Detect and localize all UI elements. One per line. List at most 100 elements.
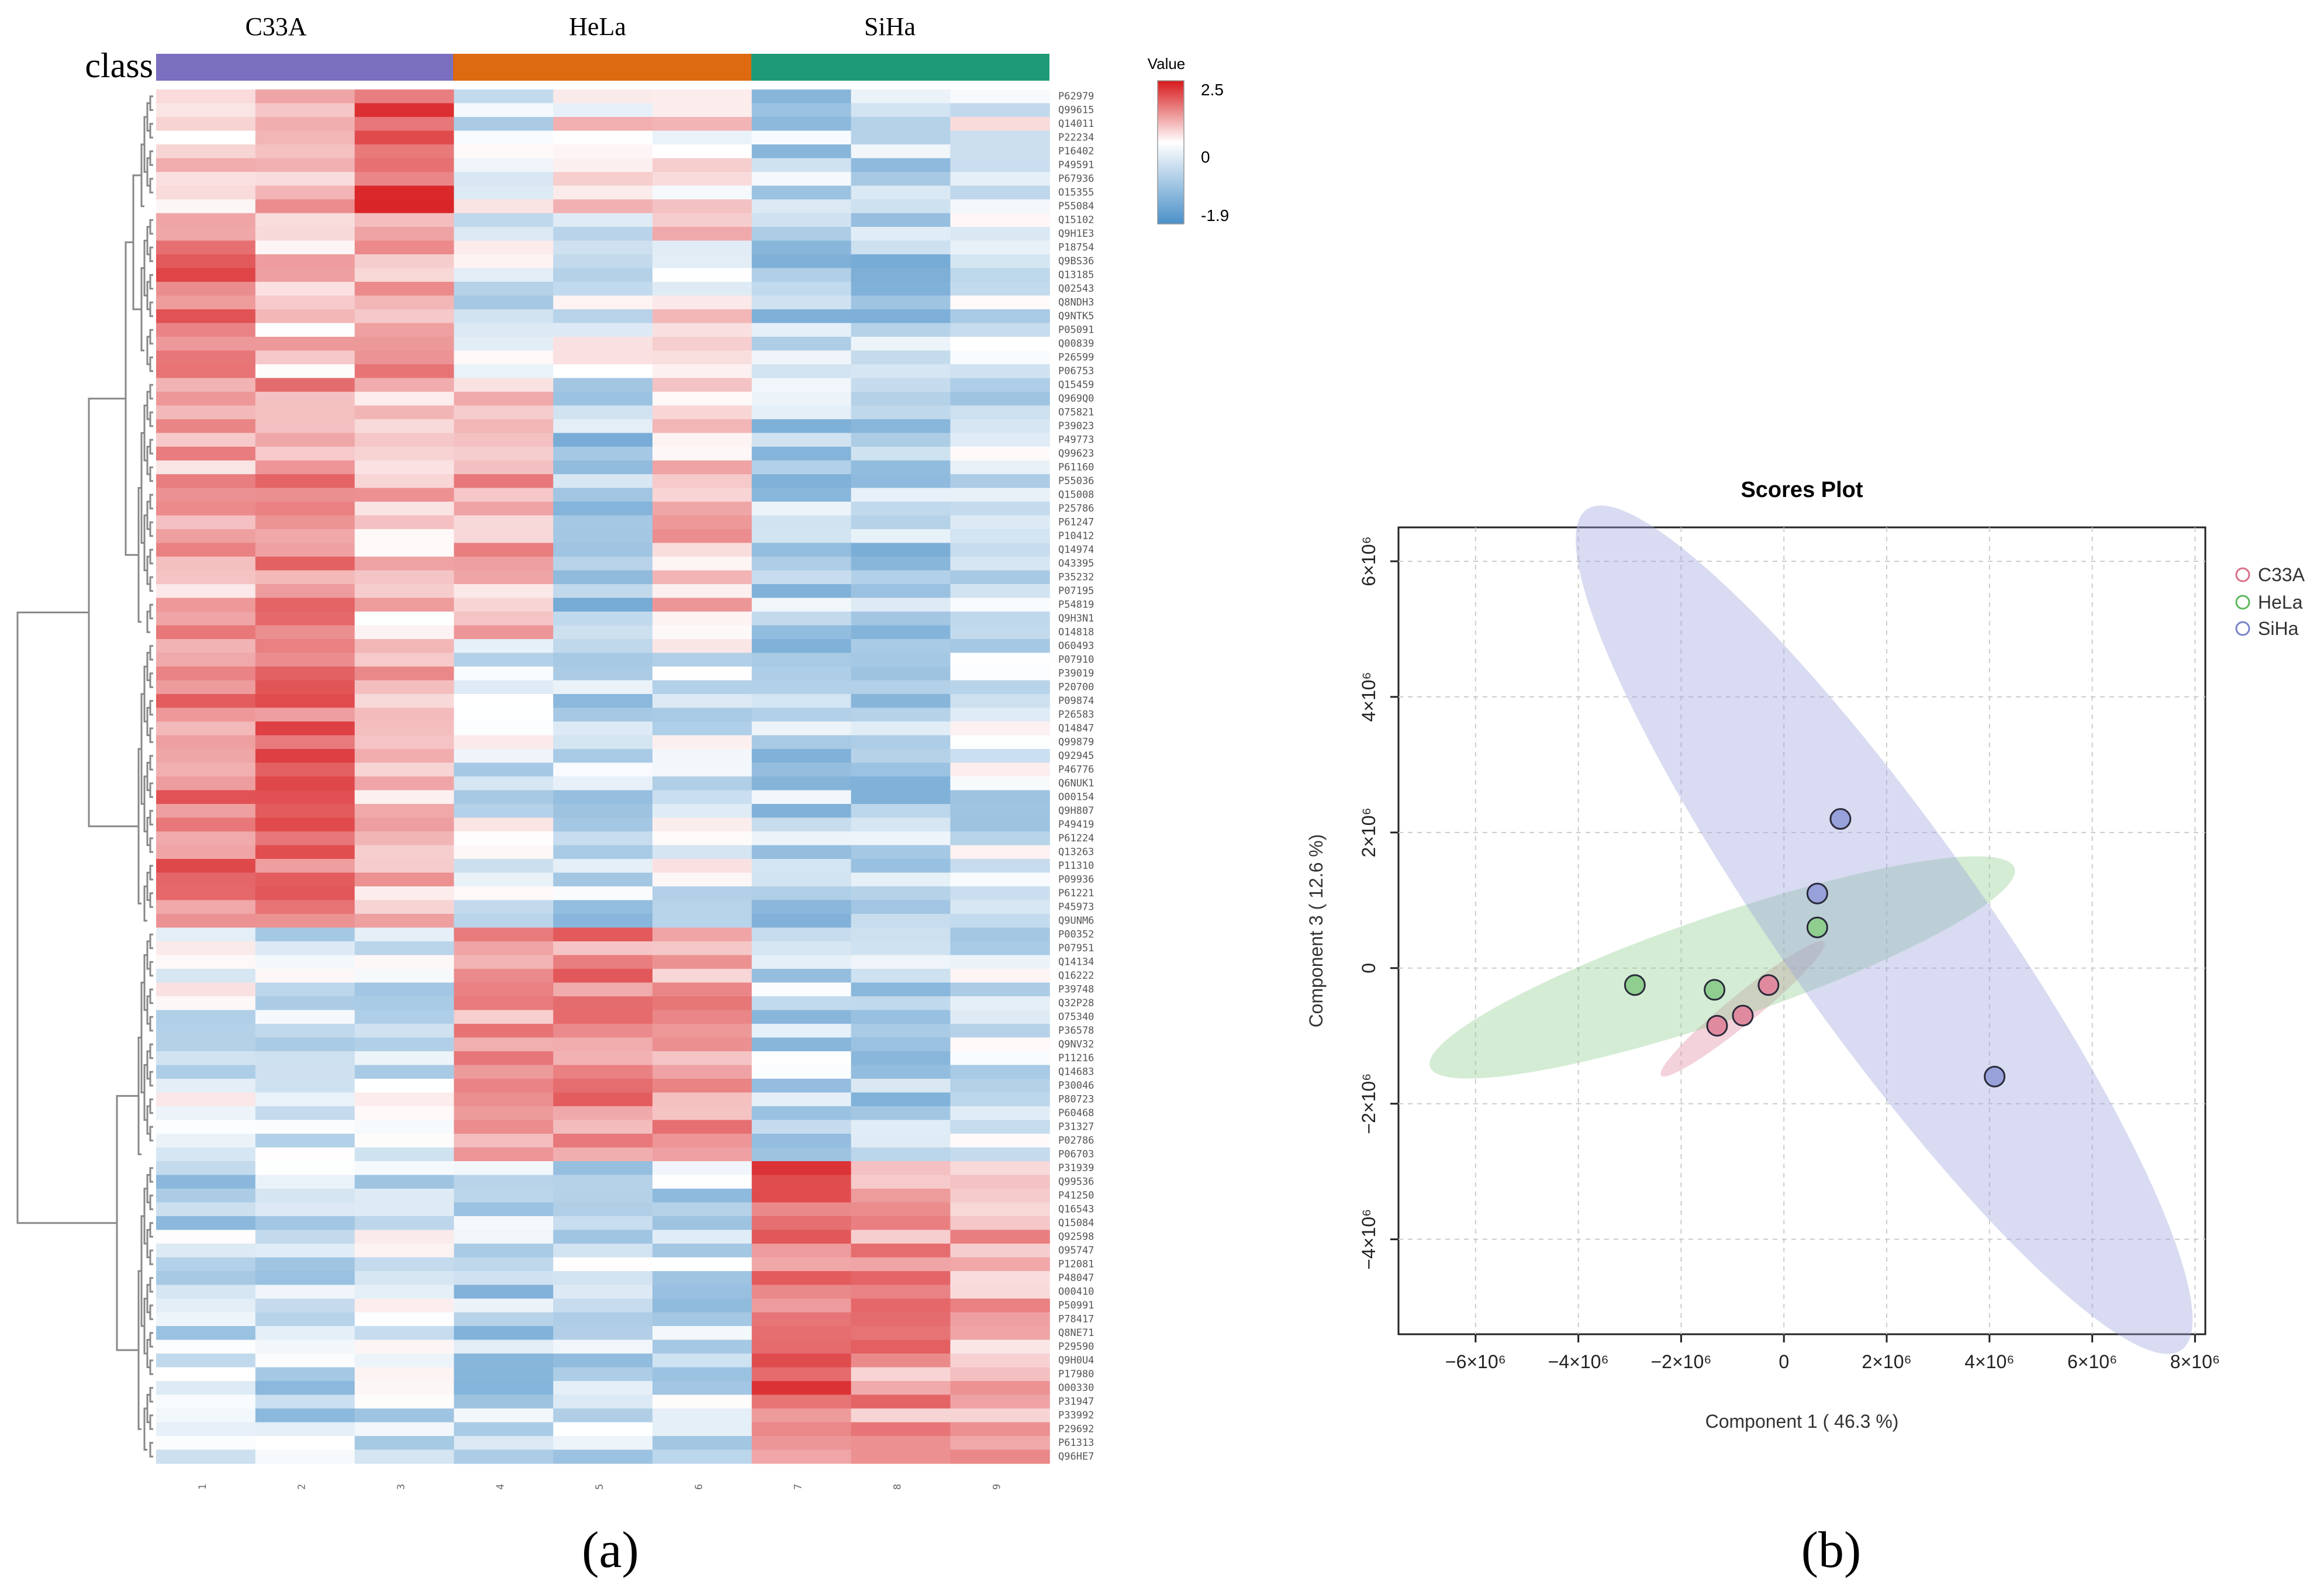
heatmap-cell (454, 762, 554, 777)
y-tick-label: 4×10⁶ (1358, 672, 1379, 721)
heatmap-cell (950, 1285, 1050, 1299)
heatmap-cell (354, 295, 454, 310)
heatmap-cell (156, 639, 256, 654)
row-label: Q969Q0 (1058, 393, 1094, 405)
heatmap-cell (354, 1189, 454, 1203)
row-label: P67936 (1058, 173, 1094, 185)
heatmap-cell (255, 914, 355, 928)
heatmap-cell (751, 1422, 852, 1437)
heatmap-cell (255, 667, 355, 681)
heatmap-cell (553, 240, 653, 255)
heatmap-cell (950, 735, 1050, 750)
heatmap-cell (652, 240, 752, 255)
heatmap-cell (851, 130, 951, 145)
heatmap-cell (652, 254, 752, 269)
heatmap-cell (553, 1230, 653, 1244)
heatmap-cell (354, 474, 454, 489)
heatmap-cell (851, 1367, 951, 1382)
dendrogram-branch (149, 1332, 153, 1348)
column-label: 6 (693, 1484, 705, 1490)
heatmap-cell (751, 872, 852, 887)
heatmap-cell (354, 1202, 454, 1217)
heatmap-cell (255, 1216, 355, 1231)
heatmap-cell (851, 1065, 951, 1079)
heatmap-cell (751, 1147, 852, 1162)
heatmap-cell (156, 831, 256, 846)
heatmap-cell (851, 1271, 951, 1286)
heatmap-cell (553, 1299, 653, 1313)
heatmap-cell (156, 982, 256, 997)
heatmap-cell (255, 817, 355, 832)
heatmap-cell (950, 1037, 1050, 1052)
heatmap-cell (950, 240, 1050, 255)
heatmap-cell (255, 790, 355, 805)
heatmap-cell (950, 130, 1050, 145)
heatmap-cell (851, 1381, 951, 1396)
heatmap-cell (255, 680, 355, 695)
heatmap-cell (454, 941, 554, 956)
heatmap-cell (553, 872, 653, 887)
dendrogram-branch (149, 178, 153, 194)
heatmap-cell (851, 323, 951, 337)
heatmap-cell (354, 1079, 454, 1093)
heatmap-cell (553, 103, 653, 118)
heatmap-cell (156, 447, 256, 461)
heatmap-cell (751, 543, 852, 557)
heatmap-cell (255, 1065, 355, 1079)
dendrogram-branch (149, 700, 153, 716)
heatmap-cell (553, 254, 653, 269)
heatmap-cell (851, 914, 951, 928)
heatmap-cell (652, 213, 752, 227)
heatmap-cell (156, 762, 256, 777)
heatmap-cell (851, 268, 951, 282)
heatmap-cell (751, 914, 852, 928)
row-label: Q9H807 (1058, 805, 1094, 817)
heatmap-cell (851, 117, 951, 132)
row-label: P45973 (1058, 901, 1094, 913)
heatmap-cell (553, 886, 653, 901)
heatmap-cell (553, 130, 653, 145)
group-label-hela: HeLa (569, 12, 626, 41)
heatmap-cell (652, 1051, 752, 1066)
row-label: Q14011 (1058, 118, 1094, 130)
heatmap-cell (255, 89, 355, 104)
row-label: P11310 (1058, 860, 1094, 872)
legend-colorbar (1157, 80, 1185, 225)
heatmap-cell (553, 309, 653, 324)
heatmap-cell (751, 707, 852, 722)
heatmap-cell (354, 130, 454, 145)
heatmap-cell (751, 392, 852, 406)
heatmap-cell (553, 1106, 653, 1121)
heatmap-cell (156, 1092, 256, 1107)
heatmap-cell (851, 474, 951, 489)
heatmap-cell (751, 955, 852, 969)
heatmap-cell (751, 612, 852, 626)
heatmap-cell (354, 543, 454, 557)
heatmap-cell (156, 1285, 256, 1299)
heatmap-cell (851, 378, 951, 392)
heatmap-cell (950, 543, 1050, 557)
heatmap-cell (751, 172, 852, 187)
heatmap-cell (950, 584, 1050, 599)
heatmap-cell (751, 1092, 852, 1107)
heatmap-cell (851, 529, 951, 544)
heatmap-cell (553, 955, 653, 969)
dendrogram-branch (149, 1387, 153, 1403)
heatmap-cell (255, 1354, 355, 1368)
row-label: P26599 (1058, 351, 1094, 363)
x-tick-label: −2×10⁶ (1650, 1351, 1711, 1372)
heatmap-cell (354, 1147, 454, 1162)
column-label: 5 (594, 1484, 606, 1490)
heatmap-cell (354, 859, 454, 874)
heatmap-cell (553, 543, 653, 557)
heatmap-cell (454, 213, 554, 227)
heatmap-cell (156, 309, 256, 324)
heatmap-cell (652, 1271, 752, 1286)
heatmap-cell (751, 295, 852, 310)
heatmap-cell (553, 378, 653, 392)
row-label: P02786 (1058, 1135, 1094, 1147)
heatmap-cell (950, 529, 1050, 544)
heatmap-cell (354, 1230, 454, 1244)
dendrogram-branch (149, 521, 153, 537)
class-bar-c33a (156, 54, 453, 81)
